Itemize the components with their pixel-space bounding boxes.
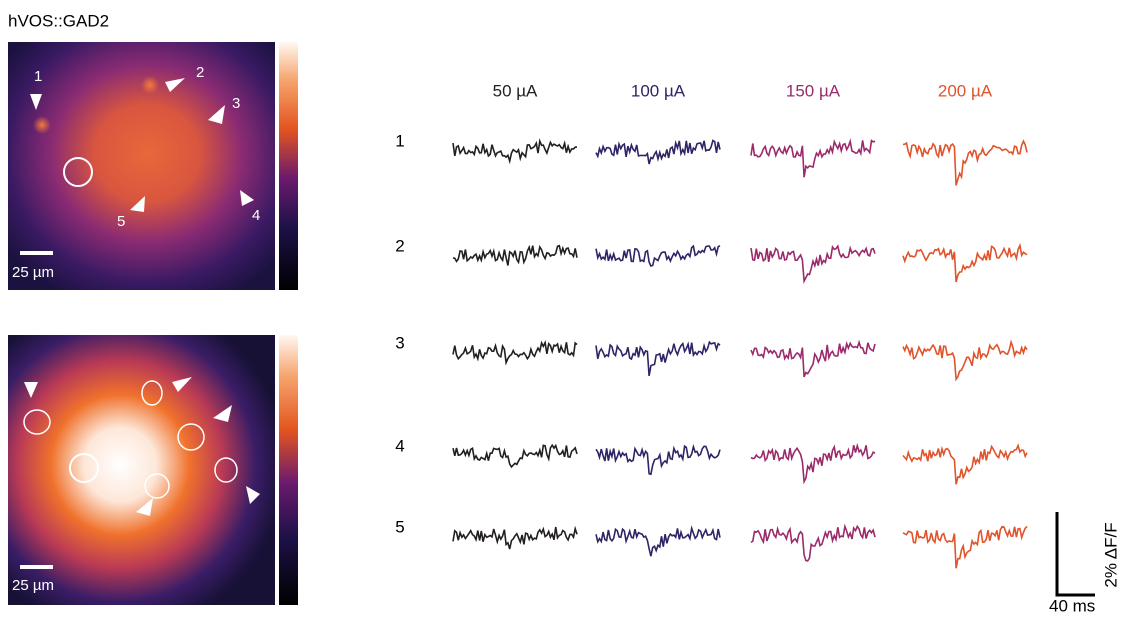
scale-bar xyxy=(1055,512,1095,597)
trace xyxy=(452,138,578,165)
cell-label: 2 xyxy=(196,64,204,81)
row-label: 2 xyxy=(395,236,404,255)
rois xyxy=(23,380,238,499)
column-label: 200 µA xyxy=(938,81,993,100)
trace xyxy=(595,244,721,267)
cell-label: 5 xyxy=(117,213,125,230)
cell-label: 1 xyxy=(34,68,42,85)
image-bottom xyxy=(8,335,275,605)
arrowheads xyxy=(24,377,260,516)
scale-label: 25 µm xyxy=(12,577,54,594)
cell-label: 3 xyxy=(232,95,240,112)
trace xyxy=(452,443,578,469)
trace xyxy=(902,242,1028,283)
trace xyxy=(902,139,1028,186)
scale-y-label: 2% ΔF/F xyxy=(1101,522,1120,587)
row-label: 4 xyxy=(395,436,404,455)
trace xyxy=(902,525,1028,569)
scale-label: 25 µm xyxy=(12,264,54,281)
trace xyxy=(452,525,578,550)
row-label: 5 xyxy=(395,517,404,536)
spot xyxy=(141,76,159,94)
trace xyxy=(902,443,1028,485)
row-label: 1 xyxy=(395,131,404,150)
cell-label: 4 xyxy=(252,207,260,224)
trace xyxy=(595,139,721,165)
column-label: 100 µA xyxy=(631,81,686,100)
spot xyxy=(33,116,51,134)
arrowheads xyxy=(30,78,254,212)
column-label: 150 µA xyxy=(786,81,841,100)
column-label: 50 µA xyxy=(493,81,538,100)
colorbar xyxy=(279,42,298,290)
title: hVOS::GAD2 xyxy=(8,11,109,30)
trace xyxy=(595,443,721,476)
scale-x-label: 40 ms xyxy=(1049,596,1095,615)
trace xyxy=(452,244,578,266)
trace xyxy=(750,244,876,284)
trace xyxy=(452,339,578,366)
trace xyxy=(750,138,876,178)
trace xyxy=(595,525,721,557)
trace xyxy=(750,339,876,378)
trace xyxy=(902,339,1028,382)
roi xyxy=(63,157,93,187)
trace xyxy=(750,523,876,562)
trace xyxy=(595,340,721,377)
trace xyxy=(750,442,876,485)
colorbar xyxy=(279,335,298,605)
row-label: 3 xyxy=(395,333,404,352)
